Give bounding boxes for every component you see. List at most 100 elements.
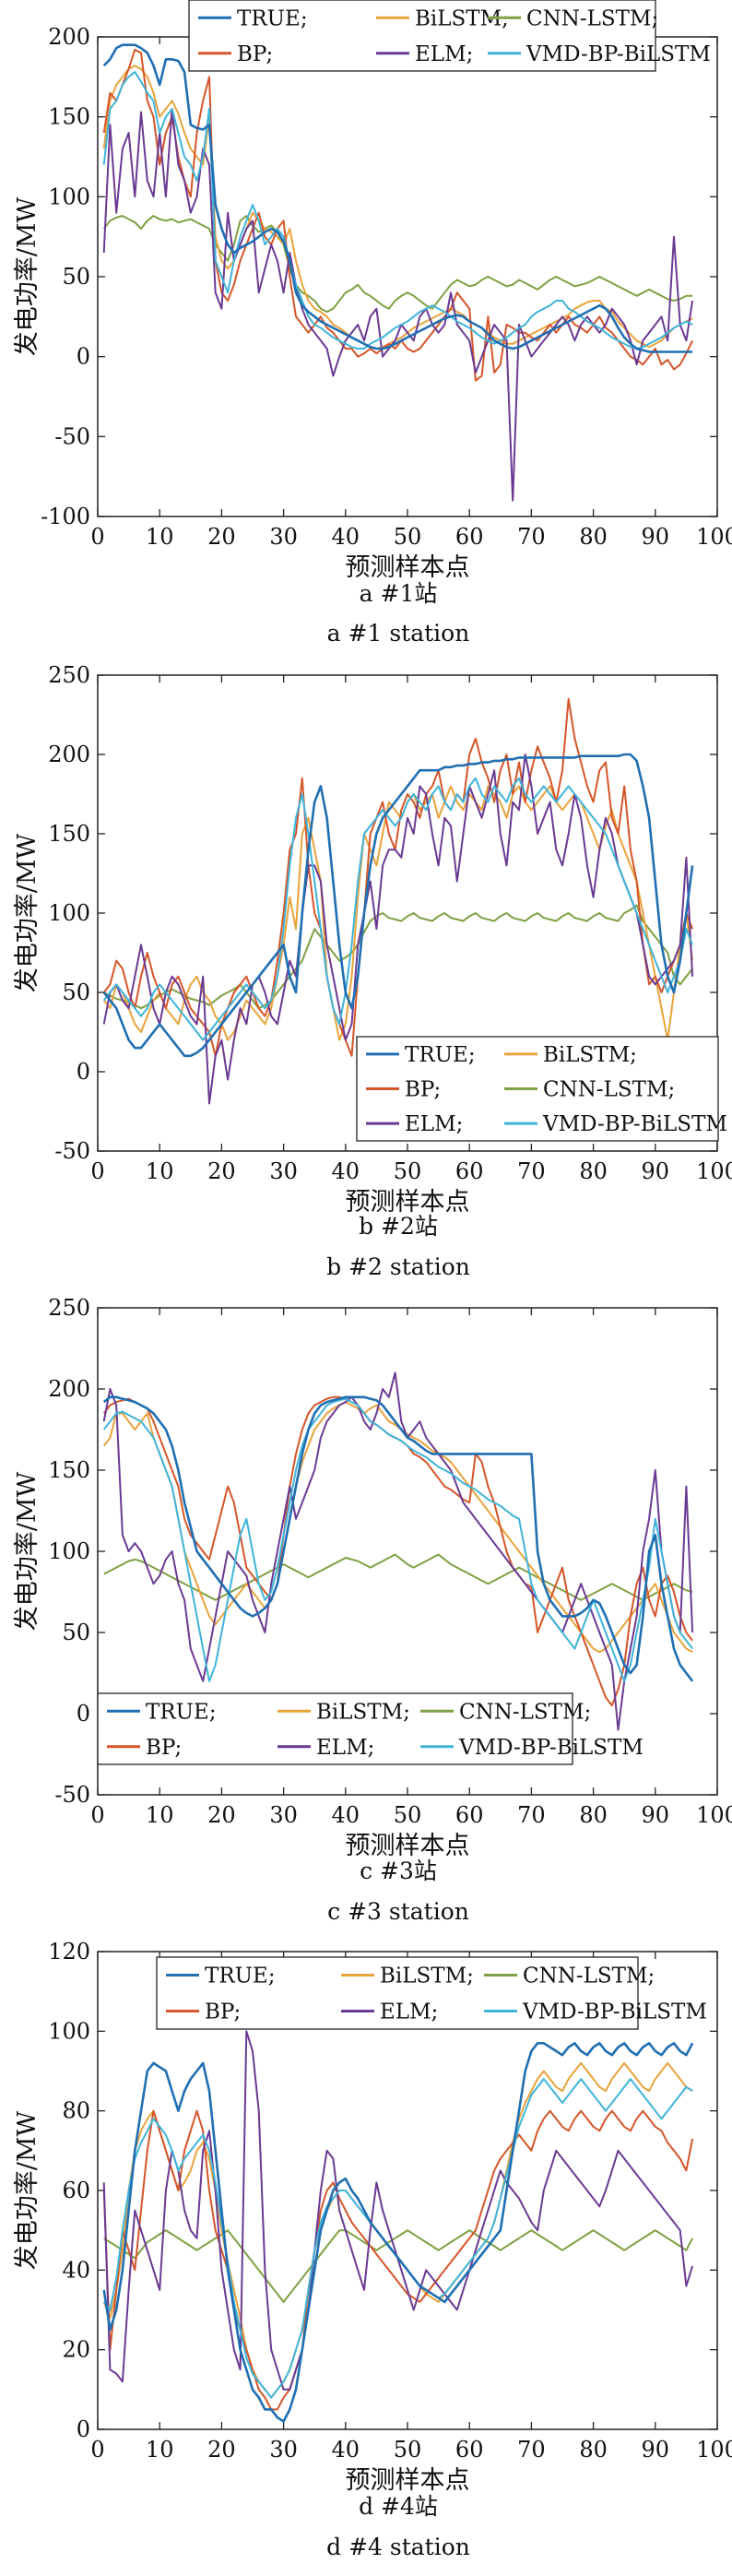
series-line-cnn-lstm <box>102 215 693 314</box>
y-tick-label: 150 <box>48 1457 90 1483</box>
legend-label-cnn-lstm: CNN-LSTM; <box>459 1700 591 1724</box>
legend-label-cnn-lstm: CNN-LSTM; <box>526 6 658 30</box>
legend-label-bp: BP; <box>146 1736 182 1760</box>
x-tick-label: 50 <box>394 524 422 550</box>
y-tick-label: 50 <box>62 979 90 1005</box>
x-tick-label: 100 <box>696 1802 732 1828</box>
x-tick-label: 80 <box>579 524 608 550</box>
series-line-true <box>102 43 693 353</box>
y-tick-label: 100 <box>48 184 90 209</box>
y-tick-label: 80 <box>62 2098 90 2124</box>
legend-label-bilstm: BiLSTM; <box>543 1043 637 1067</box>
x-tick-label: 80 <box>579 1158 608 1184</box>
legend-label-bp: BP; <box>237 42 273 66</box>
x-tick-label: 30 <box>269 1158 298 1184</box>
legend-label-elm: ELM; <box>380 2000 438 2024</box>
caption-en: d #4 station <box>326 2534 470 2560</box>
x-tick-label: 60 <box>455 524 484 550</box>
y-tick-label: 40 <box>62 2257 90 2283</box>
x-tick-label: 100 <box>696 524 732 550</box>
caption-en: a #1 station <box>327 620 470 647</box>
legend-box <box>156 1956 639 2030</box>
y-tick-label: 100 <box>48 1538 90 1564</box>
y-tick-label: 150 <box>48 104 90 130</box>
legend-label-bp: BP; <box>405 1078 441 1102</box>
x-tick-label: 30 <box>269 524 298 550</box>
y-tick-label: 0 <box>77 1059 90 1085</box>
series-line-elm <box>102 1371 694 1731</box>
x-tick-label: 0 <box>90 1158 104 1184</box>
legend: TRUE; BiLSTM; CNN-LSTM;BP; ELM; VMD-BP-BiLST… <box>97 1692 643 1765</box>
x-tick-label: 60 <box>455 1802 484 1828</box>
x-tick-label: 40 <box>332 524 360 550</box>
y-axis-title: 发电功率/MW <box>13 2111 41 2271</box>
x-tick-label: 60 <box>455 2437 484 2463</box>
y-tick-label: 0 <box>77 344 90 370</box>
y-tick-label: 200 <box>48 24 90 50</box>
legend-label-elm: ELM; <box>415 42 473 66</box>
caption-cn: b #2站 <box>359 1213 438 1240</box>
x-tick-label: 30 <box>269 2437 298 2463</box>
series-line-vmd-bp-bilstm <box>102 777 694 1041</box>
series-line-vmd-bp-bilstm <box>102 1397 693 1682</box>
y-axis-title: 发电功率/MW <box>13 1472 41 1632</box>
y-tick-label: 120 <box>48 1939 90 1965</box>
x-tick-label: 90 <box>642 1158 670 1184</box>
series-line-cnn-lstm <box>103 2229 693 2303</box>
x-tick-label: 10 <box>146 2437 174 2463</box>
y-tick-label: 0 <box>77 2416 90 2442</box>
series-line-bp <box>102 1395 693 1707</box>
series-group <box>102 1371 694 1731</box>
x-tick-label: 0 <box>90 524 104 550</box>
x-axis-title: 预测样本点 <box>346 2466 470 2495</box>
legend: TRUE; BiLSTM; CNN-LSTM;BP; ELM; VMD-BP-BiLST… <box>188 0 711 72</box>
series-line-true <box>102 2042 694 2423</box>
series-group <box>102 697 694 1105</box>
x-tick-label: 80 <box>579 2437 608 2463</box>
x-tick-label: 70 <box>517 2437 546 2463</box>
caption-en: b #2 station <box>326 1253 470 1280</box>
legend-label-vmd-bp-bilstm: VMD-BP-BiLSTM <box>525 42 711 66</box>
x-tick-label: 50 <box>394 1802 422 1828</box>
x-tick-label: 40 <box>332 1802 360 1828</box>
legend-label-cnn-lstm: CNN-LSTM; <box>523 1965 655 1988</box>
series-line-vmd-bp-bilstm <box>102 71 693 350</box>
legend-box <box>188 0 656 72</box>
caption-cn: c #3站 <box>360 1858 437 1884</box>
chart-panel-3: 0 10 20 30 40 50 60 70 80 90 100-50050100150200250… <box>13 1295 732 1925</box>
legend-label-vmd-bp-bilstm: VMD-BP-BiLSTM <box>542 1112 727 1136</box>
y-tick-label: 50 <box>62 1620 90 1645</box>
y-tick-label: -50 <box>54 423 90 449</box>
x-tick-label: 20 <box>207 1802 236 1828</box>
x-tick-label: 40 <box>332 2437 360 2463</box>
series-line-bp <box>102 2109 694 2411</box>
x-tick-label: 90 <box>642 2437 670 2463</box>
legend-label-true: TRUE; <box>237 6 308 30</box>
x-tick-label: 10 <box>146 524 174 550</box>
series-group <box>102 2030 694 2423</box>
y-tick-label: 0 <box>77 1701 90 1727</box>
legend-label-bilstm: BiLSTM; <box>316 1700 410 1724</box>
legend-label-cnn-lstm: CNN-LSTM; <box>543 1078 675 1102</box>
x-tick-label: 30 <box>269 1802 298 1828</box>
x-tick-label: 0 <box>90 2437 104 2463</box>
legend-label-true: TRUE; <box>205 1965 276 1988</box>
series-line-cnn-lstm <box>103 904 693 1010</box>
series-group <box>102 43 694 502</box>
x-tick-label: 10 <box>146 1158 174 1184</box>
caption-en: c #3 station <box>327 1898 469 1925</box>
legend-label-true: TRUE; <box>405 1043 476 1067</box>
x-tick-label: 0 <box>90 1802 104 1828</box>
y-axis-title: 发电功率/MW <box>13 197 41 357</box>
x-axis-title: 预测样本点 <box>346 1832 470 1860</box>
series-line-elm <box>102 2030 694 2391</box>
x-tick-label: 40 <box>332 1158 360 1184</box>
legend-label-true: TRUE; <box>146 1700 217 1724</box>
series-line-bp <box>102 697 694 1057</box>
y-tick-label: -50 <box>54 1138 90 1164</box>
chart-panel-2: 0 10 20 30 40 50 60 70 80 90 100-50050100150200250… <box>13 662 732 1280</box>
caption-cn: d #4站 <box>359 2493 438 2520</box>
caption-cn: a #1站 <box>360 580 438 607</box>
legend-box <box>97 1692 573 1765</box>
x-tick-label: 20 <box>207 2437 236 2463</box>
